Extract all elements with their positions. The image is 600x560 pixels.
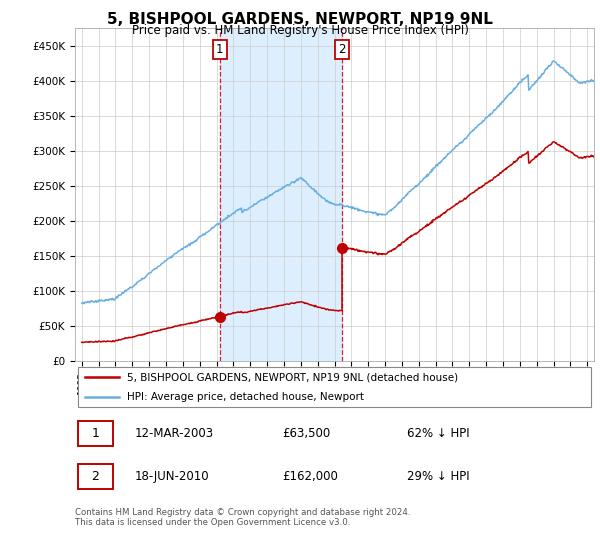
Text: 1: 1 [216,43,224,56]
FancyBboxPatch shape [77,464,113,489]
Text: Contains HM Land Registry data © Crown copyright and database right 2024.
This d: Contains HM Land Registry data © Crown c… [75,508,410,528]
Text: HPI: Average price, detached house, Newport: HPI: Average price, detached house, Newp… [127,393,364,403]
Text: 5, BISHPOOL GARDENS, NEWPORT, NP19 9NL (detached house): 5, BISHPOOL GARDENS, NEWPORT, NP19 9NL (… [127,372,458,382]
FancyBboxPatch shape [77,421,113,446]
Text: £63,500: £63,500 [283,427,331,440]
Text: 29% ↓ HPI: 29% ↓ HPI [407,470,470,483]
Text: £162,000: £162,000 [283,470,338,483]
Text: 2: 2 [91,470,99,483]
Text: Price paid vs. HM Land Registry's House Price Index (HPI): Price paid vs. HM Land Registry's House … [131,24,469,36]
Text: 18-JUN-2010: 18-JUN-2010 [134,470,209,483]
Text: 12-MAR-2003: 12-MAR-2003 [134,427,214,440]
Text: 62% ↓ HPI: 62% ↓ HPI [407,427,470,440]
Text: 5, BISHPOOL GARDENS, NEWPORT, NP19 9NL: 5, BISHPOOL GARDENS, NEWPORT, NP19 9NL [107,12,493,27]
Text: 2: 2 [338,43,346,56]
FancyBboxPatch shape [77,367,592,407]
Bar [220,28,342,361]
Text: 1: 1 [91,427,99,440]
